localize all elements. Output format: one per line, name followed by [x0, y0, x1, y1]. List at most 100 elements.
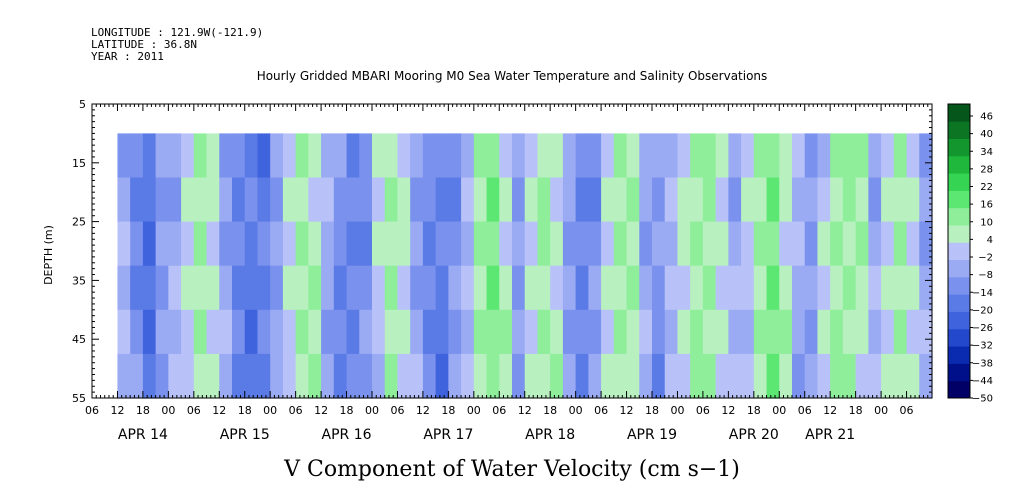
- heatmap-cell: [270, 133, 284, 179]
- heatmap-cell: [193, 265, 208, 311]
- heatmap-cell: [461, 133, 475, 179]
- heatmap-cell: [830, 309, 844, 355]
- heatmap-cell: [142, 265, 157, 311]
- heatmap-cell: [499, 221, 513, 267]
- heatmap-cell: [652, 353, 666, 399]
- heatmap-cell: [524, 177, 539, 223]
- colorbar-swatch: [948, 311, 970, 330]
- heatmap-cell: [601, 309, 615, 355]
- heatmap-cell: [766, 221, 780, 267]
- heatmap-cell: [512, 265, 526, 311]
- heatmap-cell: [792, 133, 806, 179]
- heatmap-cell: [919, 177, 933, 223]
- heatmap-cell: [168, 265, 182, 311]
- heatmap-cell: [524, 133, 539, 179]
- x-hour-label: 00: [467, 404, 481, 417]
- heatmap-cell: [728, 133, 742, 179]
- x-axis-label: V Component of Water Velocity (cm s−1): [283, 457, 740, 482]
- heatmap-cell: [372, 265, 386, 311]
- heatmap-cell: [779, 221, 793, 267]
- y-tick-label: 25: [72, 216, 86, 229]
- x-hour-label: 00: [569, 404, 583, 417]
- y-tick-label: 55: [72, 392, 86, 405]
- heatmap-cell: [244, 133, 259, 179]
- heatmap-cell: [461, 265, 475, 311]
- heatmap-cell: [753, 309, 768, 355]
- heatmap-cell: [410, 221, 424, 267]
- heatmap-cell: [919, 133, 933, 179]
- heatmap-cell: [359, 353, 373, 399]
- heatmap-cell: [384, 133, 399, 179]
- heatmap-cell: [206, 221, 220, 267]
- heatmap-cell: [817, 133, 831, 179]
- heatmap-cell: [473, 221, 488, 267]
- heatmap-cell: [372, 221, 386, 267]
- heatmap-cell: [168, 221, 182, 267]
- x-hour-label: 06: [492, 404, 506, 417]
- heatmap-cell: [397, 265, 411, 311]
- colorbar-swatch: [948, 121, 970, 139]
- heatmap-cell: [244, 221, 259, 267]
- heatmap-cell: [219, 353, 233, 399]
- heatmap-cell: [728, 309, 742, 355]
- heatmap-cell: [715, 133, 729, 179]
- heatmap-cell: [562, 309, 577, 355]
- heatmap-cell: [728, 221, 742, 267]
- heatmap-cell: [117, 353, 131, 399]
- heatmap-cell: [830, 133, 844, 179]
- heatmap-cell: [868, 177, 882, 223]
- heatmap-cell: [753, 133, 768, 179]
- colorbar-label: −2: [978, 253, 993, 264]
- heatmap-cell: [664, 265, 679, 311]
- heatmap-cell: [753, 221, 768, 267]
- heatmap-cell: [308, 177, 322, 223]
- x-hour-label: 06: [390, 404, 404, 417]
- colorbar-swatch: [948, 104, 970, 122]
- heatmap-cell: [842, 177, 857, 223]
- heatmap-cell: [257, 221, 271, 267]
- heatmap-cell: [257, 353, 271, 399]
- heatmap-cell: [766, 353, 780, 399]
- heatmap-cell: [741, 133, 755, 179]
- heatmap-cell: [397, 133, 411, 179]
- heatmap-cell: [855, 353, 869, 399]
- heatmap-cell: [384, 221, 399, 267]
- heatmap-cell: [562, 177, 577, 223]
- heatmap-cell: [486, 309, 500, 355]
- heatmap-cell: [550, 353, 564, 399]
- heatmap-cell: [601, 221, 615, 267]
- heatmap-cell: [893, 221, 908, 267]
- colorbar-swatch: [948, 276, 970, 295]
- heatmap-cell: [181, 265, 195, 311]
- heatmap-cell: [181, 133, 195, 179]
- heatmap-cell: [613, 265, 628, 311]
- heatmap-cell: [613, 177, 628, 223]
- heatmap-cell: [168, 353, 182, 399]
- heatmap-cell: [473, 133, 488, 179]
- heatmap-cell: [232, 221, 246, 267]
- heatmap-cell: [193, 177, 208, 223]
- heatmap-cell: [779, 309, 793, 355]
- heatmap-cell: [193, 309, 208, 355]
- heatmap-cell: [155, 177, 169, 223]
- heatmap-cell: [741, 221, 755, 267]
- colorbar-label: −20: [972, 305, 993, 316]
- heatmap-cell: [142, 177, 157, 223]
- heatmap-cell: [321, 133, 335, 179]
- colorbar-border: [947, 103, 971, 399]
- heatmap-cell: [664, 133, 679, 179]
- heatmap-cell: [512, 133, 526, 179]
- heatmap-cell: [842, 309, 857, 355]
- heatmap-cell: [702, 265, 717, 311]
- heatmap-cell: [257, 265, 271, 311]
- heatmap-cell: [842, 265, 857, 311]
- heatmap-cell: [155, 133, 169, 179]
- heatmap-cell: [842, 353, 857, 399]
- heatmap-cell: [562, 353, 577, 399]
- heatmap-cell: [766, 309, 780, 355]
- heatmap-area: [117, 133, 933, 399]
- heatmap-cell: [333, 265, 348, 311]
- heatmap-cell: [219, 221, 233, 267]
- colorbar-label: 16: [980, 200, 993, 211]
